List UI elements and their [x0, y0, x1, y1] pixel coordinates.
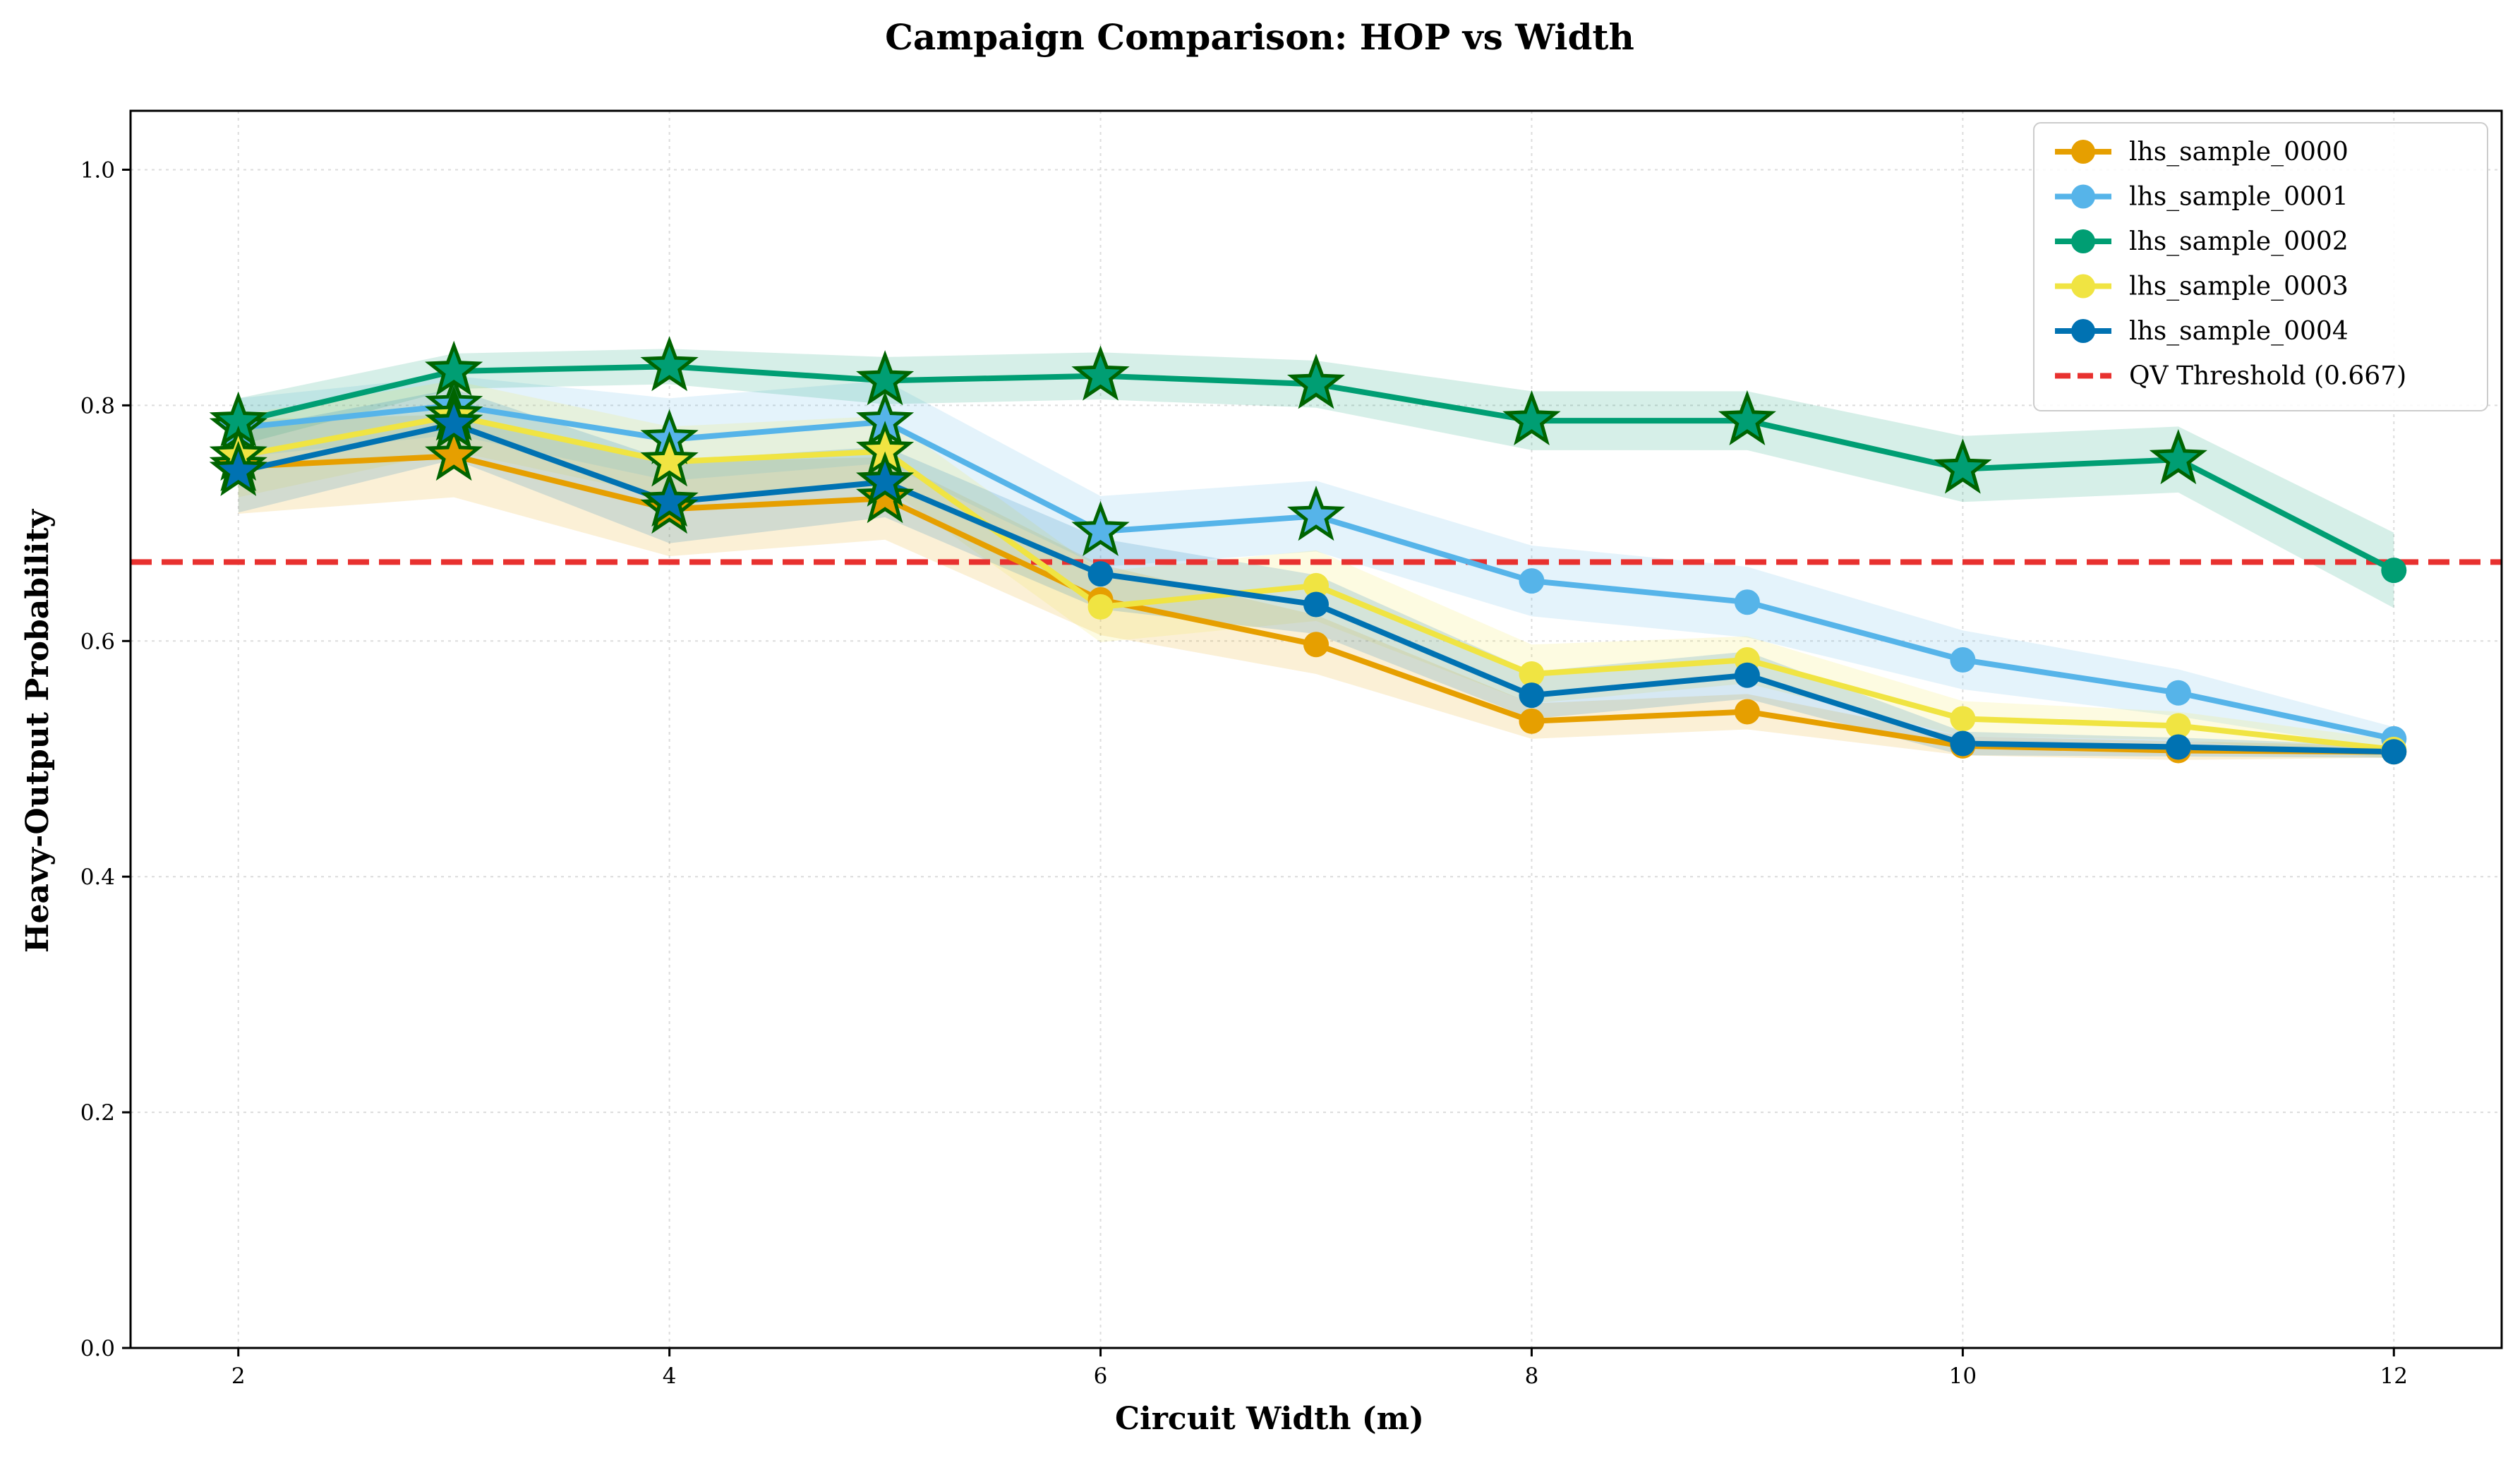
data-point-star — [209, 440, 267, 496]
legend-item: lhs_sample_0003 — [2055, 272, 2349, 301]
data-point-star — [2149, 428, 2207, 485]
data-point-circle — [1950, 706, 1976, 732]
y-tick-label: 0.0 — [80, 1336, 115, 1361]
legend-label: lhs_sample_0003 — [2129, 272, 2349, 301]
data-point-star — [425, 393, 483, 450]
legend-item: lhs_sample_0001 — [2055, 183, 2349, 212]
legend-label: lhs_sample_0002 — [2129, 227, 2349, 256]
x-tick-label: 6 — [1094, 1363, 1108, 1389]
data-point-star — [1934, 438, 1992, 494]
confidence-band — [238, 389, 2394, 758]
confidence-band — [238, 375, 2394, 751]
data-point-star — [1718, 390, 1776, 446]
data-point-circle — [2165, 680, 2191, 706]
data-point-star — [1071, 345, 1130, 401]
data-point-star — [1286, 354, 1346, 409]
legend-item: QV Threshold (0.667) — [2055, 362, 2406, 391]
x-tick-label: 4 — [663, 1363, 677, 1389]
x-axis-label: Circuit Width (m) — [1115, 1401, 1424, 1437]
axes: 2 4 6 8 10 12 0.0 0.2 0.4 0.6 0.8 1.0 — [80, 109, 2503, 1389]
legend-box — [2033, 122, 2488, 411]
data-point-star — [425, 425, 483, 481]
data-point-circle — [1950, 730, 1976, 757]
data-point-circle — [1734, 662, 1760, 688]
y-tick-label: 0.6 — [80, 629, 115, 654]
data-point-circle — [1303, 632, 1329, 658]
legend-swatch-marker — [2071, 274, 2095, 299]
legend-swatch-marker — [2071, 140, 2095, 164]
data-point-star — [425, 340, 483, 396]
data-point-star — [1286, 486, 1346, 541]
chart-title: Campaign Comparison: HOP vs Width — [885, 16, 1634, 58]
y-axis-label: Heavy-Output Probability — [20, 508, 56, 953]
x-tick-label: 2 — [231, 1363, 246, 1389]
legend-swatch-marker — [2071, 229, 2095, 253]
legend-item: lhs_sample_0004 — [2055, 317, 2349, 346]
data-point-star — [856, 468, 915, 524]
legend-label: QV Threshold (0.667) — [2129, 362, 2406, 391]
y-tick-label: 1.0 — [80, 157, 115, 183]
data-point-circle — [2381, 739, 2407, 765]
x-tick-label: 10 — [1949, 1363, 1977, 1389]
confidence-band — [238, 349, 2394, 608]
data-point-star — [640, 471, 699, 527]
legend-swatch-marker — [2071, 319, 2095, 343]
x-tick-label: 8 — [1525, 1363, 1539, 1389]
data-point-star — [1071, 500, 1130, 556]
plot-frame — [129, 109, 2503, 1349]
y-tick-label: 0.2 — [80, 1100, 115, 1126]
data-point-circle — [1519, 708, 1545, 734]
data-point-circle — [1087, 594, 1114, 620]
data-point-star — [856, 350, 915, 406]
data-point-circle — [1950, 646, 1976, 673]
data-point-star — [640, 336, 699, 392]
x-tick-label: 12 — [2380, 1363, 2408, 1389]
data-point-circle — [2381, 558, 2407, 584]
legend-swatch-marker — [2071, 184, 2095, 209]
data-point-circle — [2165, 734, 2191, 760]
data-point-circle — [1734, 589, 1760, 615]
series-markers — [209, 336, 2407, 765]
confidence-band — [238, 380, 2394, 759]
data-point-circle — [1087, 561, 1114, 587]
data-point-circle — [1734, 699, 1760, 725]
legend-item: lhs_sample_0000 — [2055, 138, 2349, 167]
data-point-circle — [1303, 591, 1329, 618]
y-tick-label: 0.4 — [80, 865, 115, 890]
y-tick-label: 0.8 — [80, 393, 115, 419]
legend-item: lhs_sample_0002 — [2055, 227, 2349, 256]
data-point-circle — [1519, 682, 1545, 709]
data-point-star — [1502, 390, 1561, 446]
legend-label: lhs_sample_0004 — [2129, 317, 2349, 346]
data-point-circle — [1303, 572, 1329, 598]
data-point-circle — [2165, 713, 2191, 739]
legend-label: lhs_sample_0001 — [2129, 183, 2349, 212]
data-point-circle — [1519, 661, 1545, 687]
legend-label: lhs_sample_0000 — [2129, 138, 2349, 167]
data-point-circle — [1519, 568, 1545, 594]
data-point-star — [856, 451, 915, 507]
legend: lhs_sample_0000 lhs_sample_0001 lhs_sample… — [2033, 122, 2488, 411]
